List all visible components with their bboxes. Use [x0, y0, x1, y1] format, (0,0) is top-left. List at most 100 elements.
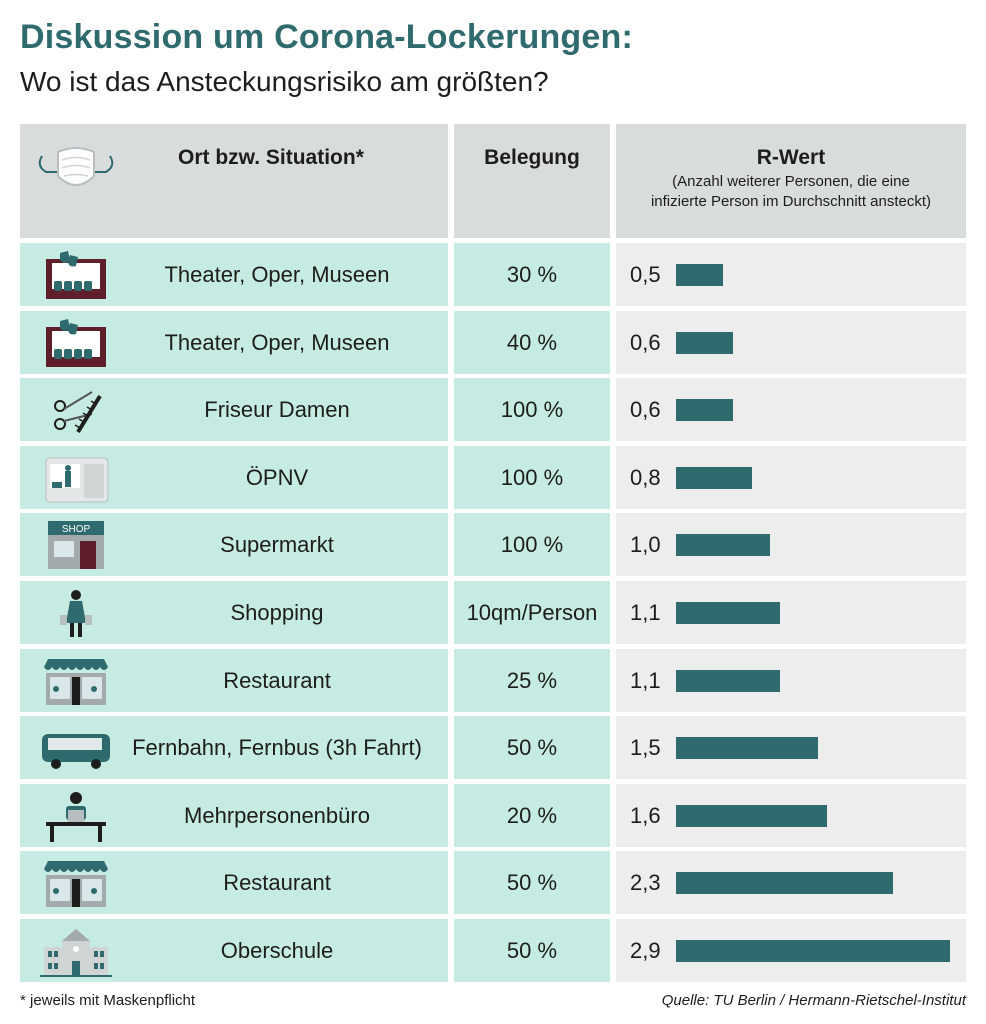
occupancy-label: 40 %: [506, 329, 558, 355]
row-r-cell: 0,5: [616, 243, 966, 306]
face-mask-icon: [38, 147, 114, 186]
scissors-comb-icon: [54, 391, 102, 434]
row-place-cell: Oberschule: [20, 919, 448, 982]
category-label: Friseur Damen: [204, 396, 350, 422]
r-value-bar: [676, 805, 827, 827]
bus-icon: [42, 734, 110, 769]
category-label: Shopping: [230, 599, 324, 625]
school-building-icon: [40, 929, 112, 977]
row-place-cell: ÖPNV: [20, 446, 448, 509]
category-label: Fernbahn, Fernbus (3h Fahrt): [132, 734, 422, 760]
r-value-label: 0,5: [630, 261, 661, 287]
row-place-cell: Restaurant: [20, 649, 448, 712]
r-value-bar: [676, 399, 733, 421]
r-value-label: 0,8: [630, 464, 661, 490]
source-note: Quelle: TU Berlin / Hermann-Rietschel-In…: [661, 992, 966, 1009]
restaurant-icon: [44, 861, 108, 907]
r-value-bar: [676, 467, 752, 489]
row-r-cell: 1,0: [616, 513, 966, 576]
row-occupancy-cell: 100 %: [454, 446, 610, 509]
page-subtitle: Wo ist das Ansteckungsrisiko am größten?: [20, 66, 549, 97]
page-title: Diskussion um Corona-Lockerungen:: [20, 18, 634, 56]
r-value-bar: [676, 534, 770, 556]
footnote: * jeweils mit Maskenpflicht: [20, 992, 196, 1009]
category-label: Restaurant: [223, 869, 331, 895]
row-occupancy-cell: 50 %: [454, 919, 610, 982]
header-r-note-line-2: infizierte Person im Durchschnitt anstec…: [650, 193, 932, 210]
row-place-cell: Restaurant: [20, 851, 448, 914]
row-place-cell: Friseur Damen: [20, 378, 448, 441]
category-label: Oberschule: [220, 937, 334, 963]
occupancy-label: 50 %: [506, 734, 558, 760]
row-occupancy-cell: 50 %: [454, 851, 610, 914]
row-occupancy-cell: 30 %: [454, 243, 610, 306]
theater-icon: [46, 251, 106, 299]
row-place-cell: Shopping: [20, 581, 448, 644]
r-value-bar: [676, 737, 818, 759]
r-value-label: 1,6: [630, 802, 661, 828]
category-label: ÖPNV: [245, 464, 309, 490]
tram-icon: [45, 457, 109, 503]
svg-text:SHOP: SHOP: [62, 524, 91, 535]
occupancy-label: 10qm/Person: [466, 599, 598, 625]
row-place-cell: Theater, Oper, Museen: [20, 311, 448, 374]
row-occupancy-cell: 40 %: [454, 311, 610, 374]
restaurant-icon: [44, 659, 108, 705]
row-occupancy-cell: 25 %: [454, 649, 610, 712]
header-r-note-line-1: (Anzahl weiterer Personen, die eine: [672, 173, 910, 190]
header-occupancy-cell: Belegung: [454, 124, 610, 238]
row-occupancy-cell: 10qm/Person: [454, 581, 610, 644]
row-occupancy-cell: 50 %: [454, 716, 610, 779]
r-value-label: 0,6: [630, 329, 661, 355]
header-r-cell: R-Wert (Anzahl weiterer Personen, die ei…: [616, 124, 966, 238]
occupancy-label: 100 %: [500, 396, 564, 422]
row-r-cell: 0,6: [616, 311, 966, 374]
row-occupancy-cell: 100 %: [454, 513, 610, 576]
r-value-bar: [676, 332, 733, 354]
row-r-cell: 2,9: [616, 919, 966, 982]
category-label: Restaurant: [223, 667, 331, 693]
r-value-label: 1,5: [630, 734, 661, 760]
category-label: Supermarkt: [220, 531, 334, 557]
r-value-label: 1,1: [630, 599, 661, 625]
occupancy-label: 50 %: [506, 937, 558, 963]
occupancy-label: 30 %: [506, 261, 558, 287]
row-place-cell: Theater, Oper, Museen: [20, 243, 448, 306]
shopper-icon: [60, 590, 92, 637]
row-r-cell: 0,6: [616, 378, 966, 441]
occupancy-label: 20 %: [506, 802, 558, 828]
r-value-bar: [676, 264, 723, 286]
row-place-cell: SHOP Supermarkt: [20, 513, 448, 576]
row-r-cell: 1,6: [616, 784, 966, 847]
r-value-label: 2,3: [630, 869, 661, 895]
header-place-cell: Ort bzw. Situation*: [20, 124, 448, 238]
occupancy-label: 50 %: [506, 869, 558, 895]
category-label: Mehrpersonenbüro: [184, 802, 370, 828]
theater-icon: [46, 319, 106, 367]
row-r-cell: 0,8: [616, 446, 966, 509]
row-r-cell: 1,1: [616, 649, 966, 712]
r-value-label: 2,9: [630, 937, 661, 963]
row-occupancy-cell: 20 %: [454, 784, 610, 847]
r-value-bar: [676, 940, 950, 962]
row-place-cell: Fernbahn, Fernbus (3h Fahrt): [20, 716, 448, 779]
r-value-label: 1,1: [630, 667, 661, 693]
r-value-bar: [676, 602, 780, 624]
r-value-label: 1,0: [630, 531, 661, 557]
row-r-cell: 1,1: [616, 581, 966, 644]
category-label: Theater, Oper, Museen: [164, 329, 390, 355]
header-occupancy-label: Belegung: [484, 146, 580, 169]
header-r-note: (Anzahl weiterer Personen, die eine infi…: [616, 172, 966, 212]
row-r-cell: 2,3: [616, 851, 966, 914]
header-place-label: Ort bzw. Situation*: [178, 146, 364, 169]
shop-icon: SHOP: [48, 521, 104, 569]
row-r-cell: 1,5: [616, 716, 966, 779]
occupancy-label: 100 %: [500, 464, 564, 490]
header-r-label: R-Wert: [756, 146, 826, 169]
r-value-bar: [676, 872, 893, 894]
occupancy-label: 100 %: [500, 531, 564, 557]
r-value-bar: [676, 670, 780, 692]
occupancy-label: 25 %: [506, 667, 558, 693]
row-occupancy-cell: 100 %: [454, 378, 610, 441]
r-value-label: 0,6: [630, 396, 661, 422]
